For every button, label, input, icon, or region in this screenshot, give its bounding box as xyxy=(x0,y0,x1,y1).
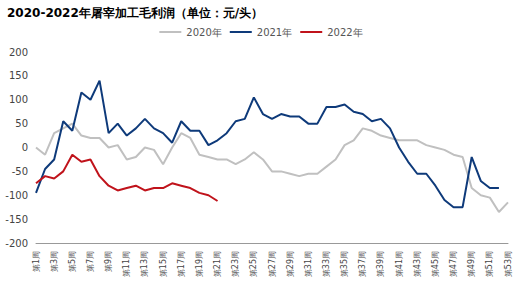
svg-text:第3周: 第3周 xyxy=(50,251,59,272)
svg-text:2020年: 2020年 xyxy=(186,27,221,38)
svg-text:2022年: 2022年 xyxy=(327,27,362,38)
svg-text:第49周: 第49周 xyxy=(467,251,476,277)
svg-text:第43周: 第43周 xyxy=(413,251,422,277)
svg-text:0: 0 xyxy=(22,142,28,153)
svg-text:第11周: 第11周 xyxy=(122,251,131,277)
svg-text:-50: -50 xyxy=(12,166,28,177)
svg-text:第37周: 第37周 xyxy=(358,251,367,277)
svg-text:第31周: 第31周 xyxy=(304,251,313,277)
svg-text:第41周: 第41周 xyxy=(395,251,404,277)
svg-text:第19周: 第19周 xyxy=(195,251,204,277)
svg-text:50: 50 xyxy=(15,118,28,129)
svg-text:第1周: 第1周 xyxy=(32,251,41,272)
svg-text:第17周: 第17周 xyxy=(177,251,186,277)
svg-text:第33周: 第33周 xyxy=(322,251,331,277)
svg-text:-150: -150 xyxy=(5,214,28,225)
svg-text:第51周: 第51周 xyxy=(485,251,494,277)
svg-text:第29周: 第29周 xyxy=(286,251,295,277)
svg-text:第25周: 第25周 xyxy=(249,251,258,277)
svg-text:第27周: 第27周 xyxy=(268,251,277,277)
svg-text:150: 150 xyxy=(9,70,28,81)
svg-text:第45周: 第45周 xyxy=(431,251,440,277)
svg-text:200: 200 xyxy=(9,47,28,58)
svg-text:第13周: 第13周 xyxy=(140,251,149,277)
svg-text:-100: -100 xyxy=(5,190,28,201)
svg-text:2021年: 2021年 xyxy=(257,27,292,38)
svg-text:第39周: 第39周 xyxy=(376,251,385,277)
svg-text:-200: -200 xyxy=(5,238,28,249)
svg-text:第9周: 第9周 xyxy=(104,251,113,272)
svg-text:第21周: 第21周 xyxy=(213,251,222,277)
svg-text:第53周: 第53周 xyxy=(504,251,513,277)
svg-text:第35周: 第35周 xyxy=(340,251,349,277)
svg-text:第5周: 第5周 xyxy=(68,251,77,272)
svg-text:第47周: 第47周 xyxy=(449,251,458,277)
svg-text:第15周: 第15周 xyxy=(159,251,168,277)
svg-text:第7周: 第7周 xyxy=(86,251,95,272)
svg-text:第23周: 第23周 xyxy=(231,251,240,277)
svg-text:2020-2022年屠宰加工毛利润（单位：元/头）: 2020-2022年屠宰加工毛利润（单位：元/头） xyxy=(7,6,263,20)
svg-text:100: 100 xyxy=(9,94,28,105)
